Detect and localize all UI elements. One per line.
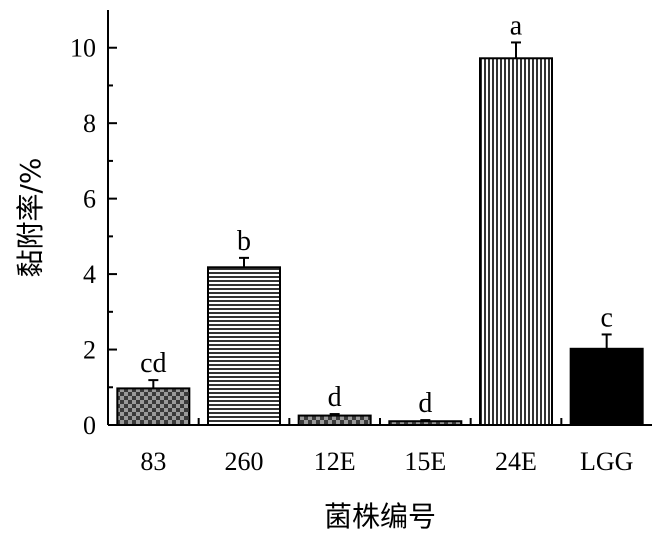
y-tick-label: 6 — [83, 185, 96, 214]
significance-label-260: b — [237, 226, 251, 257]
significance-label-83: cd — [140, 348, 166, 379]
x-tick-labels: 83 260 12E 15E 24E LGG — [140, 447, 633, 476]
bar-24E — [479, 57, 553, 426]
significance-label-LGG: c — [600, 302, 612, 333]
significance-labels: cd b d d a c — [140, 10, 613, 419]
x-tick-label-LGG: LGG — [580, 447, 633, 476]
x-tick-label-83: 83 — [140, 447, 166, 476]
bar-12E — [297, 414, 372, 426]
error-bars — [148, 41, 612, 422]
bar-260 — [207, 266, 281, 426]
significance-label-12E: d — [328, 382, 342, 413]
significance-label-24E: a — [510, 10, 523, 41]
bar-15E — [388, 420, 463, 426]
bar-83 — [116, 387, 191, 426]
y-tick-labels: 0 2 4 6 8 10 — [70, 34, 96, 440]
x-axis-title: 菌株编号 — [324, 500, 436, 533]
y-tick-label: 2 — [83, 336, 96, 365]
y-tick-label: 8 — [83, 109, 96, 138]
bars — [116, 57, 644, 427]
x-tick-label-260: 260 — [225, 447, 264, 476]
y-axis-title: 黏附率/% — [14, 157, 47, 277]
bar-LGG — [569, 347, 644, 427]
x-tick-label-15E: 15E — [404, 447, 446, 476]
y-tick-label: 0 — [83, 411, 96, 440]
x-tick-label-12E: 12E — [314, 447, 356, 476]
y-tick-label: 4 — [83, 260, 96, 289]
axes — [107, 10, 652, 426]
x-tick-label-24E: 24E — [495, 447, 537, 476]
significance-label-15E: d — [418, 388, 432, 419]
y-tick-label: 10 — [70, 34, 96, 63]
